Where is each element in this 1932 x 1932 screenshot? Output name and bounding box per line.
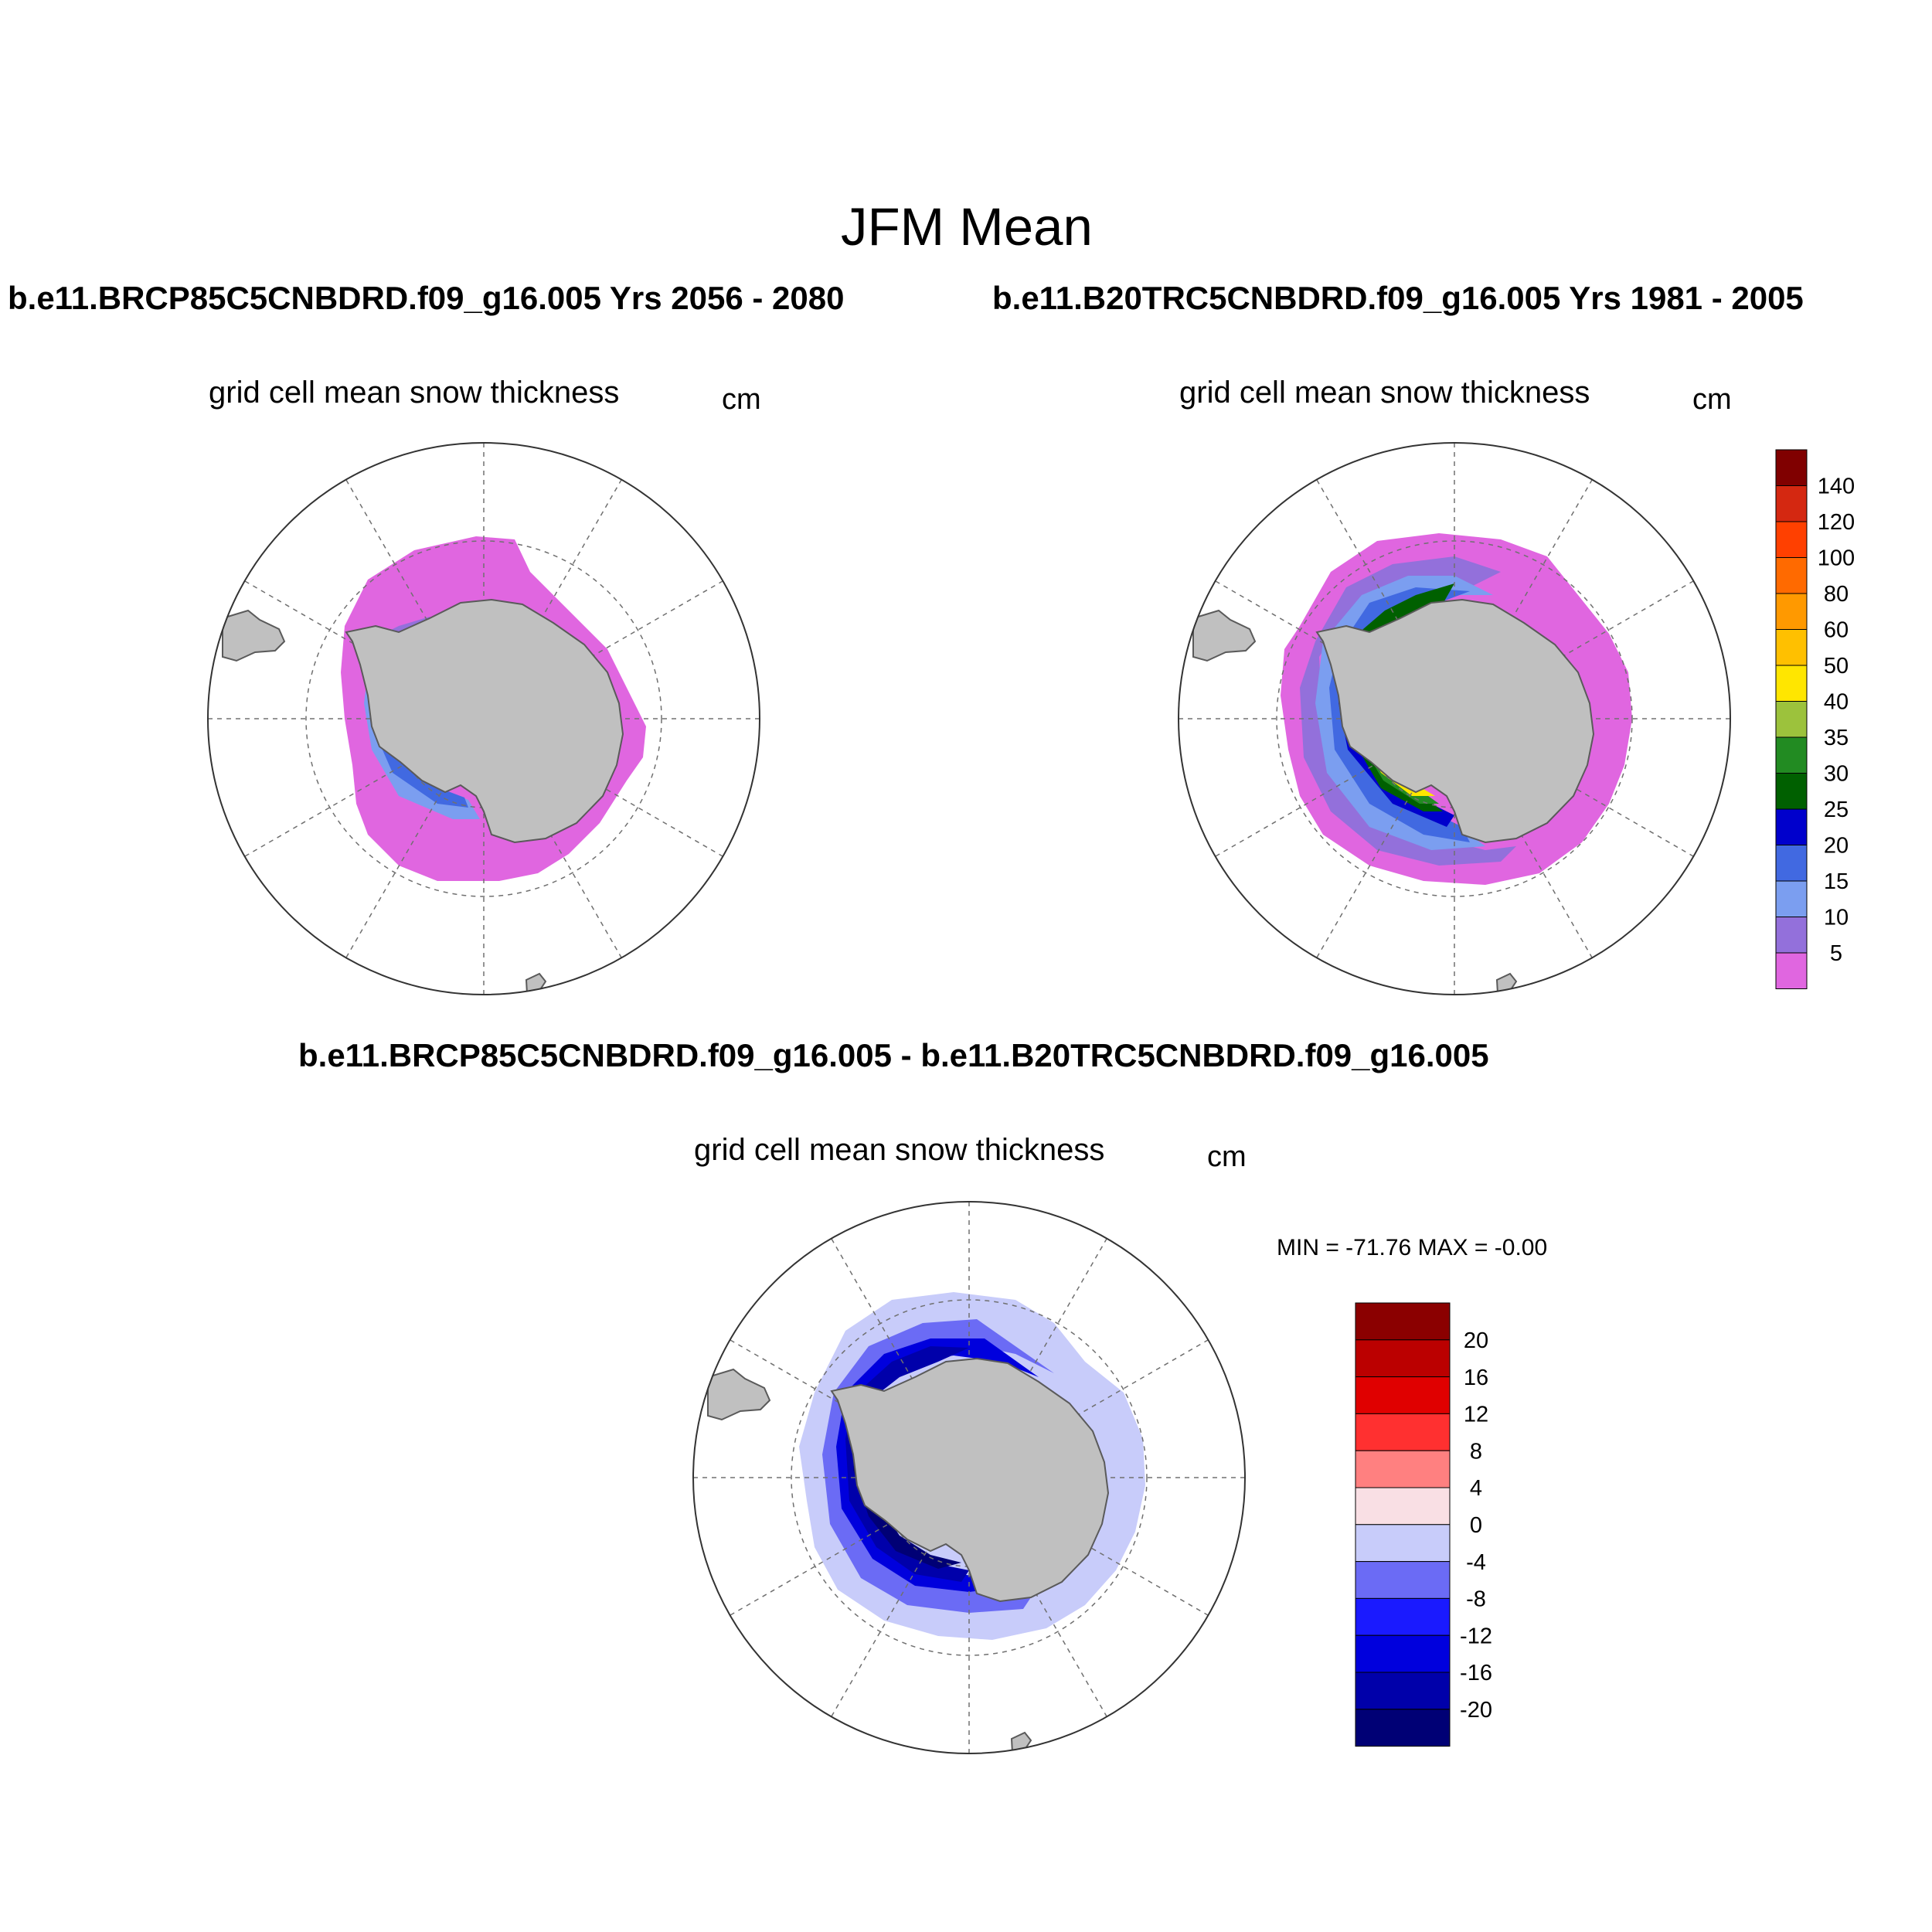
diff-units-label: cm bbox=[1207, 1141, 1247, 1173]
diff-variable-label: grid cell mean snow thickness bbox=[694, 1133, 1105, 1167]
diff-colorbar-tick-label: 12 bbox=[1464, 1403, 1488, 1427]
diff-colorbar-tick-label: -4 bbox=[1466, 1550, 1486, 1575]
diff-colorbar-swatch bbox=[1355, 1524, 1451, 1563]
abs-colorbar-swatch bbox=[1775, 449, 1808, 486]
abs-colorbar-tick-label: 100 bbox=[1818, 546, 1855, 571]
left-units-label: cm bbox=[722, 383, 761, 416]
diff-min-max-label: MIN = -71.76 MAX = -0.00 bbox=[1277, 1235, 1548, 1260]
left-variable-label: grid cell mean snow thickness bbox=[209, 376, 620, 410]
right-map-boundary bbox=[1178, 442, 1731, 995]
case-title-right: b.e11.B20TRC5CNBDRD.f09_g16.005 Yrs 1981… bbox=[992, 280, 1804, 316]
abs-colorbar-swatch bbox=[1775, 880, 1808, 917]
abs-colorbar-tick-label: 20 bbox=[1824, 834, 1849, 859]
abs-colorbar-swatch bbox=[1775, 593, 1808, 630]
case-title-left: b.e11.BRCP85C5CNBDRD.f09_g16.005 Yrs 205… bbox=[8, 280, 845, 316]
abs-colorbar-swatch bbox=[1775, 665, 1808, 702]
diff-field-8to-16 bbox=[836, 1338, 1039, 1592]
abs-colorbar-tick-label: 140 bbox=[1818, 474, 1855, 499]
abs-colorbar-tick-label: 15 bbox=[1824, 869, 1849, 894]
abs-colorbar-swatch bbox=[1775, 521, 1808, 558]
diff-colorbar-tick-label: 20 bbox=[1464, 1328, 1488, 1353]
abs-colorbar-swatch bbox=[1775, 952, 1808, 989]
diff-polar-map bbox=[692, 1201, 1246, 1754]
diff-colorbar-tick-label: 0 bbox=[1470, 1513, 1482, 1538]
diff-colorbar-swatch bbox=[1355, 1450, 1451, 1488]
diff-colorbar-tick-label: -12 bbox=[1460, 1624, 1492, 1648]
diff-colorbar-swatch bbox=[1355, 1302, 1451, 1341]
diff-colorbar-swatch bbox=[1355, 1487, 1451, 1526]
right-snow-field-20 bbox=[1329, 587, 1470, 842]
abs-colorbar-tick-label: 30 bbox=[1824, 762, 1849, 787]
diff-colorbar-swatch bbox=[1355, 1376, 1451, 1414]
right-units-label: cm bbox=[1692, 383, 1732, 416]
abs-colorbar-swatch bbox=[1775, 701, 1808, 738]
abs-colorbar-swatch bbox=[1775, 808, 1808, 845]
case-title-diff: b.e11.BRCP85C5CNBDRD.f09_g16.005 - b.e11… bbox=[298, 1037, 1489, 1073]
abs-colorbar-tick-label: 50 bbox=[1824, 654, 1849, 679]
abs-colorbar: 140 120 100 80 60 50 40 35 30 25 20 15 10 5 bbox=[1775, 449, 1855, 989]
right-polar-map bbox=[1178, 442, 1731, 995]
abs-colorbar-tick-label: 120 bbox=[1818, 510, 1855, 535]
diff-colorbar-swatch bbox=[1355, 1709, 1451, 1747]
abs-colorbar-swatch bbox=[1775, 485, 1808, 522]
diff-colorbar-swatch bbox=[1355, 1561, 1451, 1599]
abs-colorbar-tick-label: 5 bbox=[1830, 941, 1842, 966]
left-map-boundary bbox=[207, 442, 760, 995]
left-polar-map bbox=[207, 442, 760, 995]
diff-colorbar-swatch bbox=[1355, 1597, 1451, 1636]
diff-colorbar-tick-label: 8 bbox=[1470, 1439, 1482, 1464]
diff-colorbar-swatch bbox=[1355, 1413, 1451, 1451]
right-variable-label: grid cell mean snow thickness bbox=[1179, 376, 1590, 410]
abs-colorbar-tick-label: 40 bbox=[1824, 690, 1849, 715]
abs-colorbar-tick-label: 10 bbox=[1824, 906, 1849, 930]
abs-colorbar-tick-label: 60 bbox=[1824, 618, 1849, 643]
figure-title: JFM Mean bbox=[841, 197, 1093, 257]
abs-colorbar-tick-label: 25 bbox=[1824, 798, 1849, 822]
diff-colorbar: 20 16 12 8 4 0 -4 -8 -12 -16 -20 bbox=[1355, 1302, 1492, 1747]
diff-colorbar-tick-label: -16 bbox=[1460, 1661, 1492, 1685]
diff-colorbar-tick-label: 4 bbox=[1470, 1476, 1482, 1501]
abs-colorbar-swatch bbox=[1775, 736, 1808, 774]
diff-map-boundary bbox=[692, 1201, 1246, 1754]
diff-colorbar-tick-label: -20 bbox=[1460, 1698, 1492, 1723]
right-grid-lat-60 bbox=[1276, 540, 1633, 897]
diff-colorbar-swatch bbox=[1355, 1339, 1451, 1378]
abs-colorbar-swatch bbox=[1775, 845, 1808, 882]
diff-grid-lat-60 bbox=[791, 1299, 1148, 1656]
abs-colorbar-swatch bbox=[1775, 917, 1808, 954]
right-snow-field-25 bbox=[1338, 599, 1462, 827]
abs-colorbar-tick-label: 35 bbox=[1824, 726, 1849, 750]
abs-colorbar-swatch bbox=[1775, 629, 1808, 666]
left-grid-lat-60 bbox=[305, 540, 662, 897]
diff-colorbar-swatch bbox=[1355, 1634, 1451, 1673]
diff-colorbar-tick-label: -8 bbox=[1466, 1587, 1486, 1612]
diff-colorbar-tick-label: 16 bbox=[1464, 1366, 1488, 1390]
abs-colorbar-swatch bbox=[1775, 557, 1808, 594]
left-snow-field-15 bbox=[364, 672, 480, 819]
abs-colorbar-swatch bbox=[1775, 773, 1808, 810]
abs-colorbar-tick-label: 80 bbox=[1824, 582, 1849, 607]
diff-colorbar-swatch bbox=[1355, 1672, 1451, 1710]
